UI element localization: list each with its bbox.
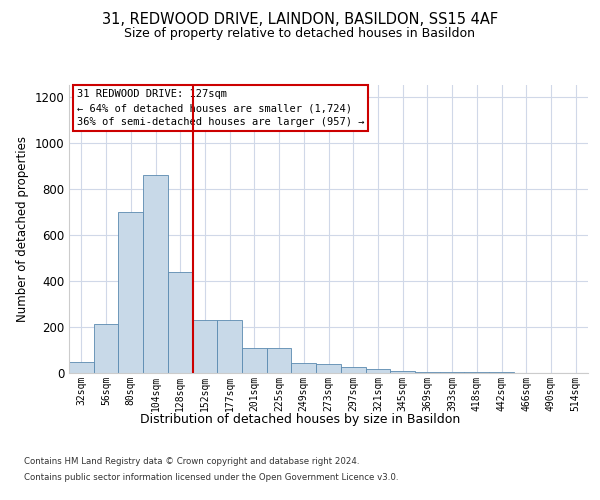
- Bar: [193, 320, 217, 372]
- Text: 31, REDWOOD DRIVE, LAINDON, BASILDON, SS15 4AF: 31, REDWOOD DRIVE, LAINDON, BASILDON, SS…: [102, 12, 498, 28]
- Bar: [118, 212, 143, 372]
- Text: Size of property relative to detached houses in Basildon: Size of property relative to detached ho…: [125, 28, 476, 40]
- Bar: [341, 367, 365, 372]
- Y-axis label: Number of detached properties: Number of detached properties: [16, 136, 29, 322]
- Bar: [316, 364, 341, 372]
- Bar: [390, 371, 415, 372]
- Text: Distribution of detached houses by size in Basildon: Distribution of detached houses by size …: [140, 412, 460, 426]
- Bar: [168, 272, 193, 372]
- Bar: [217, 320, 242, 372]
- Bar: [69, 362, 94, 372]
- Text: 31 REDWOOD DRIVE: 127sqm
← 64% of detached houses are smaller (1,724)
36% of sem: 31 REDWOOD DRIVE: 127sqm ← 64% of detach…: [77, 90, 364, 128]
- Bar: [143, 174, 168, 372]
- Bar: [365, 369, 390, 372]
- Bar: [267, 348, 292, 372]
- Text: Contains HM Land Registry data © Crown copyright and database right 2024.: Contains HM Land Registry data © Crown c…: [24, 458, 359, 466]
- Text: Contains public sector information licensed under the Open Government Licence v3: Contains public sector information licen…: [24, 472, 398, 482]
- Bar: [292, 364, 316, 372]
- Bar: [94, 324, 118, 372]
- Bar: [242, 348, 267, 372]
